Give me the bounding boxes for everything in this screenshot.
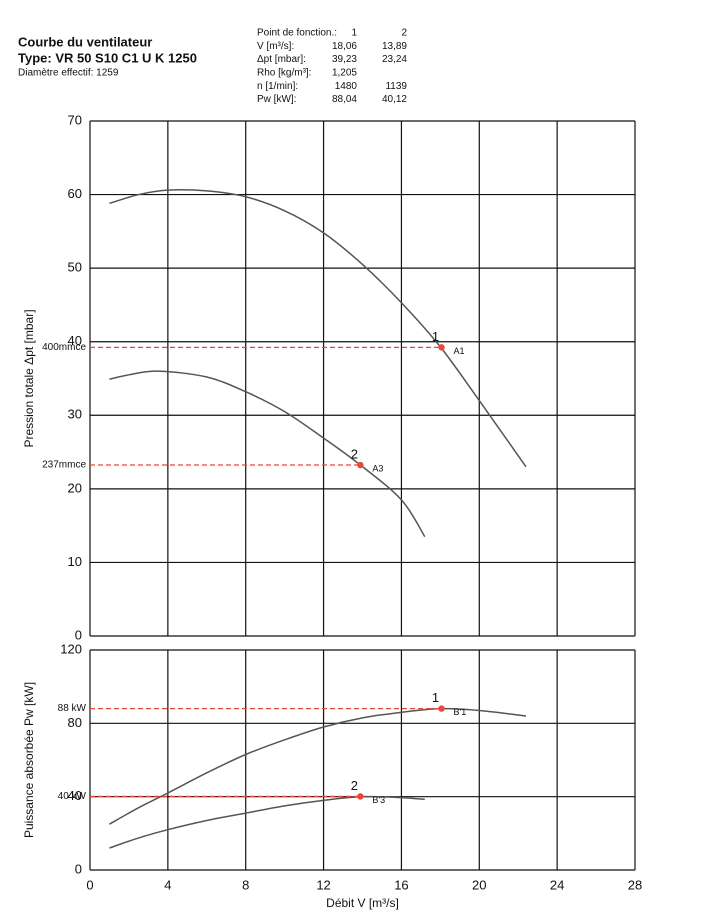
x-tick-label: 24 [550,877,564,892]
operating-point [438,344,445,351]
point-label: 2 [351,446,358,461]
curve [109,189,527,468]
header-diameter: Diamètre effectif: 1259 [18,68,119,79]
table-cell: 1 [351,28,357,39]
point-tag: B'3 [372,795,385,805]
table-cell: 40,12 [382,94,407,105]
header-title: Courbe du ventilateur [18,34,152,49]
y-tick-label: 120 [60,641,82,656]
y-tick-label: 30 [68,407,82,422]
y-axis-label: Puissance absorbée Pw [kW] [22,682,36,838]
x-tick-label: 12 [316,877,330,892]
level-label: 40 kW [58,791,87,802]
operating-point [357,793,364,800]
x-tick-label: 28 [628,877,642,892]
table-cell: 18,06 [332,41,357,52]
table-cell: 39,23 [332,54,357,65]
table-cell: 23,24 [382,54,407,65]
y-tick-label: 20 [68,480,82,495]
x-tick-label: 0 [86,877,93,892]
table-cell: 88,04 [332,94,357,105]
y-tick-label: 40 [68,788,82,803]
x-tick-label: 8 [242,877,249,892]
x-tick-label: 16 [394,877,408,892]
level-label: 88 kW [58,703,87,714]
y-tick-label: 80 [68,715,82,730]
y-tick-label: 0 [75,627,82,642]
table-cell: Pw [kW]: [257,94,296,105]
y-tick-label: 10 [68,554,82,569]
table-cell: 1139 [385,81,407,92]
header-type: Type: VR 50 S10 C1 U K 1250 [18,50,197,65]
table-cell: Δpt [mbar]: [257,54,306,65]
x-tick-label: 20 [472,877,486,892]
point-label: 1 [432,690,439,705]
operating-point [438,705,445,712]
table-cell: Rho [kg/m³]: [257,68,311,79]
table-cell: 2 [401,28,407,39]
x-tick-label: 4 [164,877,171,892]
point-tag: B'1 [454,707,467,717]
y-tick-label: 50 [68,260,82,275]
y-tick-label: 0 [75,861,82,876]
point-label: 1 [432,329,439,344]
curve [109,707,527,825]
y-tick-label: 60 [68,186,82,201]
table-cell: 1480 [335,81,358,92]
curve [109,370,426,538]
y-tick-label: 40 [68,333,82,348]
table-cell: V [m³/s]: [257,41,294,52]
level-label: 237mmce [42,460,86,471]
point-label: 2 [351,778,358,793]
point-tag: A3 [372,463,383,473]
table-cell: 13,89 [382,41,407,52]
table-cell: Point de fonction.: [257,28,337,39]
table-cell: n [1/min]: [257,81,298,92]
table-cell: 1,205 [332,68,357,79]
level-label: 400mmce [42,342,86,353]
curve [109,795,425,849]
y-axis-label: Pression totale Δpt [mbar] [22,309,36,447]
x-axis-label: Débit V [m³/s] [326,896,399,910]
y-tick-label: 70 [68,112,82,127]
operating-point [357,461,364,469]
point-tag: A1 [454,346,465,356]
